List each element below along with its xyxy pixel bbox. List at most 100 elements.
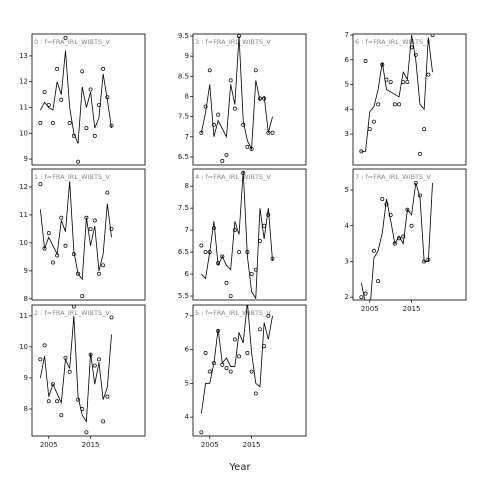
data-point	[253, 391, 258, 396]
data-point	[384, 202, 389, 207]
x-tick-label: 2005	[361, 305, 379, 313]
data-point	[55, 66, 60, 71]
fitted-line	[40, 50, 112, 144]
data-point	[371, 119, 376, 124]
y-tick-label: 8	[24, 295, 28, 303]
data-point	[249, 272, 254, 277]
data-point	[224, 366, 229, 371]
data-point	[59, 413, 64, 418]
data-point	[92, 133, 97, 138]
panel	[192, 33, 307, 166]
data-point	[63, 243, 68, 248]
y-tick-label: 7.5	[178, 113, 189, 121]
data-point	[59, 97, 64, 102]
data-point	[388, 213, 393, 217]
x-tick-label: 2015	[82, 441, 100, 449]
data-point	[426, 72, 431, 77]
data-point	[55, 399, 60, 404]
y-tick-label: 6	[185, 270, 190, 278]
data-point	[232, 228, 237, 233]
y-tick-label: 7	[185, 226, 189, 234]
data-point	[101, 66, 106, 71]
y-tick-label: 13	[19, 52, 28, 60]
data-point	[84, 126, 89, 131]
data-point	[363, 291, 368, 296]
data-point	[50, 382, 55, 387]
panel-title: 7 : f=FRA_IRL_WIBTS_V	[355, 173, 431, 181]
data-point	[88, 226, 93, 231]
data-point	[80, 69, 85, 74]
y-tick-label: 6.5	[178, 153, 189, 161]
data-point	[397, 102, 401, 107]
data-point	[371, 248, 376, 253]
x-tick-label: 2015	[243, 441, 261, 449]
y-tick-label: 6	[345, 56, 350, 64]
plot-area	[199, 34, 275, 163]
plot-area	[38, 305, 114, 435]
data-point	[388, 80, 393, 84]
data-point	[224, 280, 229, 285]
x-tick-label: 2005	[201, 441, 219, 449]
y-tick-label: 7	[345, 31, 349, 39]
data-point	[101, 263, 106, 268]
data-point	[220, 159, 225, 163]
fitted-line	[39, 315, 112, 423]
data-point	[109, 226, 114, 231]
data-point	[50, 260, 55, 265]
data-point	[80, 294, 85, 299]
panel	[352, 168, 467, 301]
panel-title: 6 : f=FRA_IRL_WIBTS_V	[355, 38, 431, 46]
data-point	[266, 313, 271, 318]
data-point	[88, 87, 93, 92]
y-tick-label: 11	[19, 312, 28, 320]
data-point	[63, 35, 68, 40]
y-tick-label: 12	[19, 78, 28, 86]
data-point	[392, 102, 397, 107]
data-point	[71, 305, 76, 309]
data-point	[67, 369, 72, 374]
panel	[192, 168, 307, 301]
data-point	[216, 112, 221, 117]
panel-title: 4 : f=FRA_IRL_WIBTS_V	[195, 173, 271, 181]
data-point	[59, 215, 64, 220]
y-tick-label: 12	[19, 183, 28, 191]
y-tick-label: 5.5	[178, 292, 189, 300]
data-point	[92, 363, 97, 368]
data-point	[220, 254, 225, 259]
data-point	[363, 59, 368, 63]
y-tick-label: 7	[185, 312, 189, 320]
data-point	[46, 399, 51, 404]
data-point	[203, 250, 208, 255]
y-tick-label: 2	[345, 293, 349, 301]
data-point	[46, 231, 51, 236]
y-tick-label: 9.5	[178, 32, 189, 40]
y-tick-label: 7.5	[178, 204, 189, 212]
data-point	[92, 218, 97, 223]
fitted-line	[360, 182, 433, 300]
x-tick-label: 2015	[403, 305, 421, 313]
y-tick-label: 8	[24, 405, 28, 413]
data-point	[38, 357, 43, 362]
data-point	[50, 121, 55, 125]
data-point	[207, 68, 212, 73]
panel-title: 0 : f=FRA_IRL_WIBTS_V	[34, 38, 110, 46]
data-point	[430, 34, 435, 37]
x-tick-label: 2005	[40, 441, 58, 449]
y-tick-label: 10	[19, 343, 28, 351]
data-point	[211, 122, 216, 127]
fitted-line	[201, 170, 273, 300]
data-point	[258, 327, 262, 332]
data-point	[224, 152, 229, 157]
data-point	[67, 121, 72, 125]
plot-area	[359, 180, 433, 300]
y-tick-label: 7	[185, 133, 189, 141]
data-point	[105, 394, 110, 399]
data-point	[105, 190, 110, 195]
data-point	[76, 159, 80, 164]
data-point	[228, 369, 233, 374]
y-tick-label: 11	[19, 103, 28, 111]
data-point	[253, 68, 258, 73]
data-point	[418, 151, 422, 156]
fitted-line	[200, 35, 273, 151]
